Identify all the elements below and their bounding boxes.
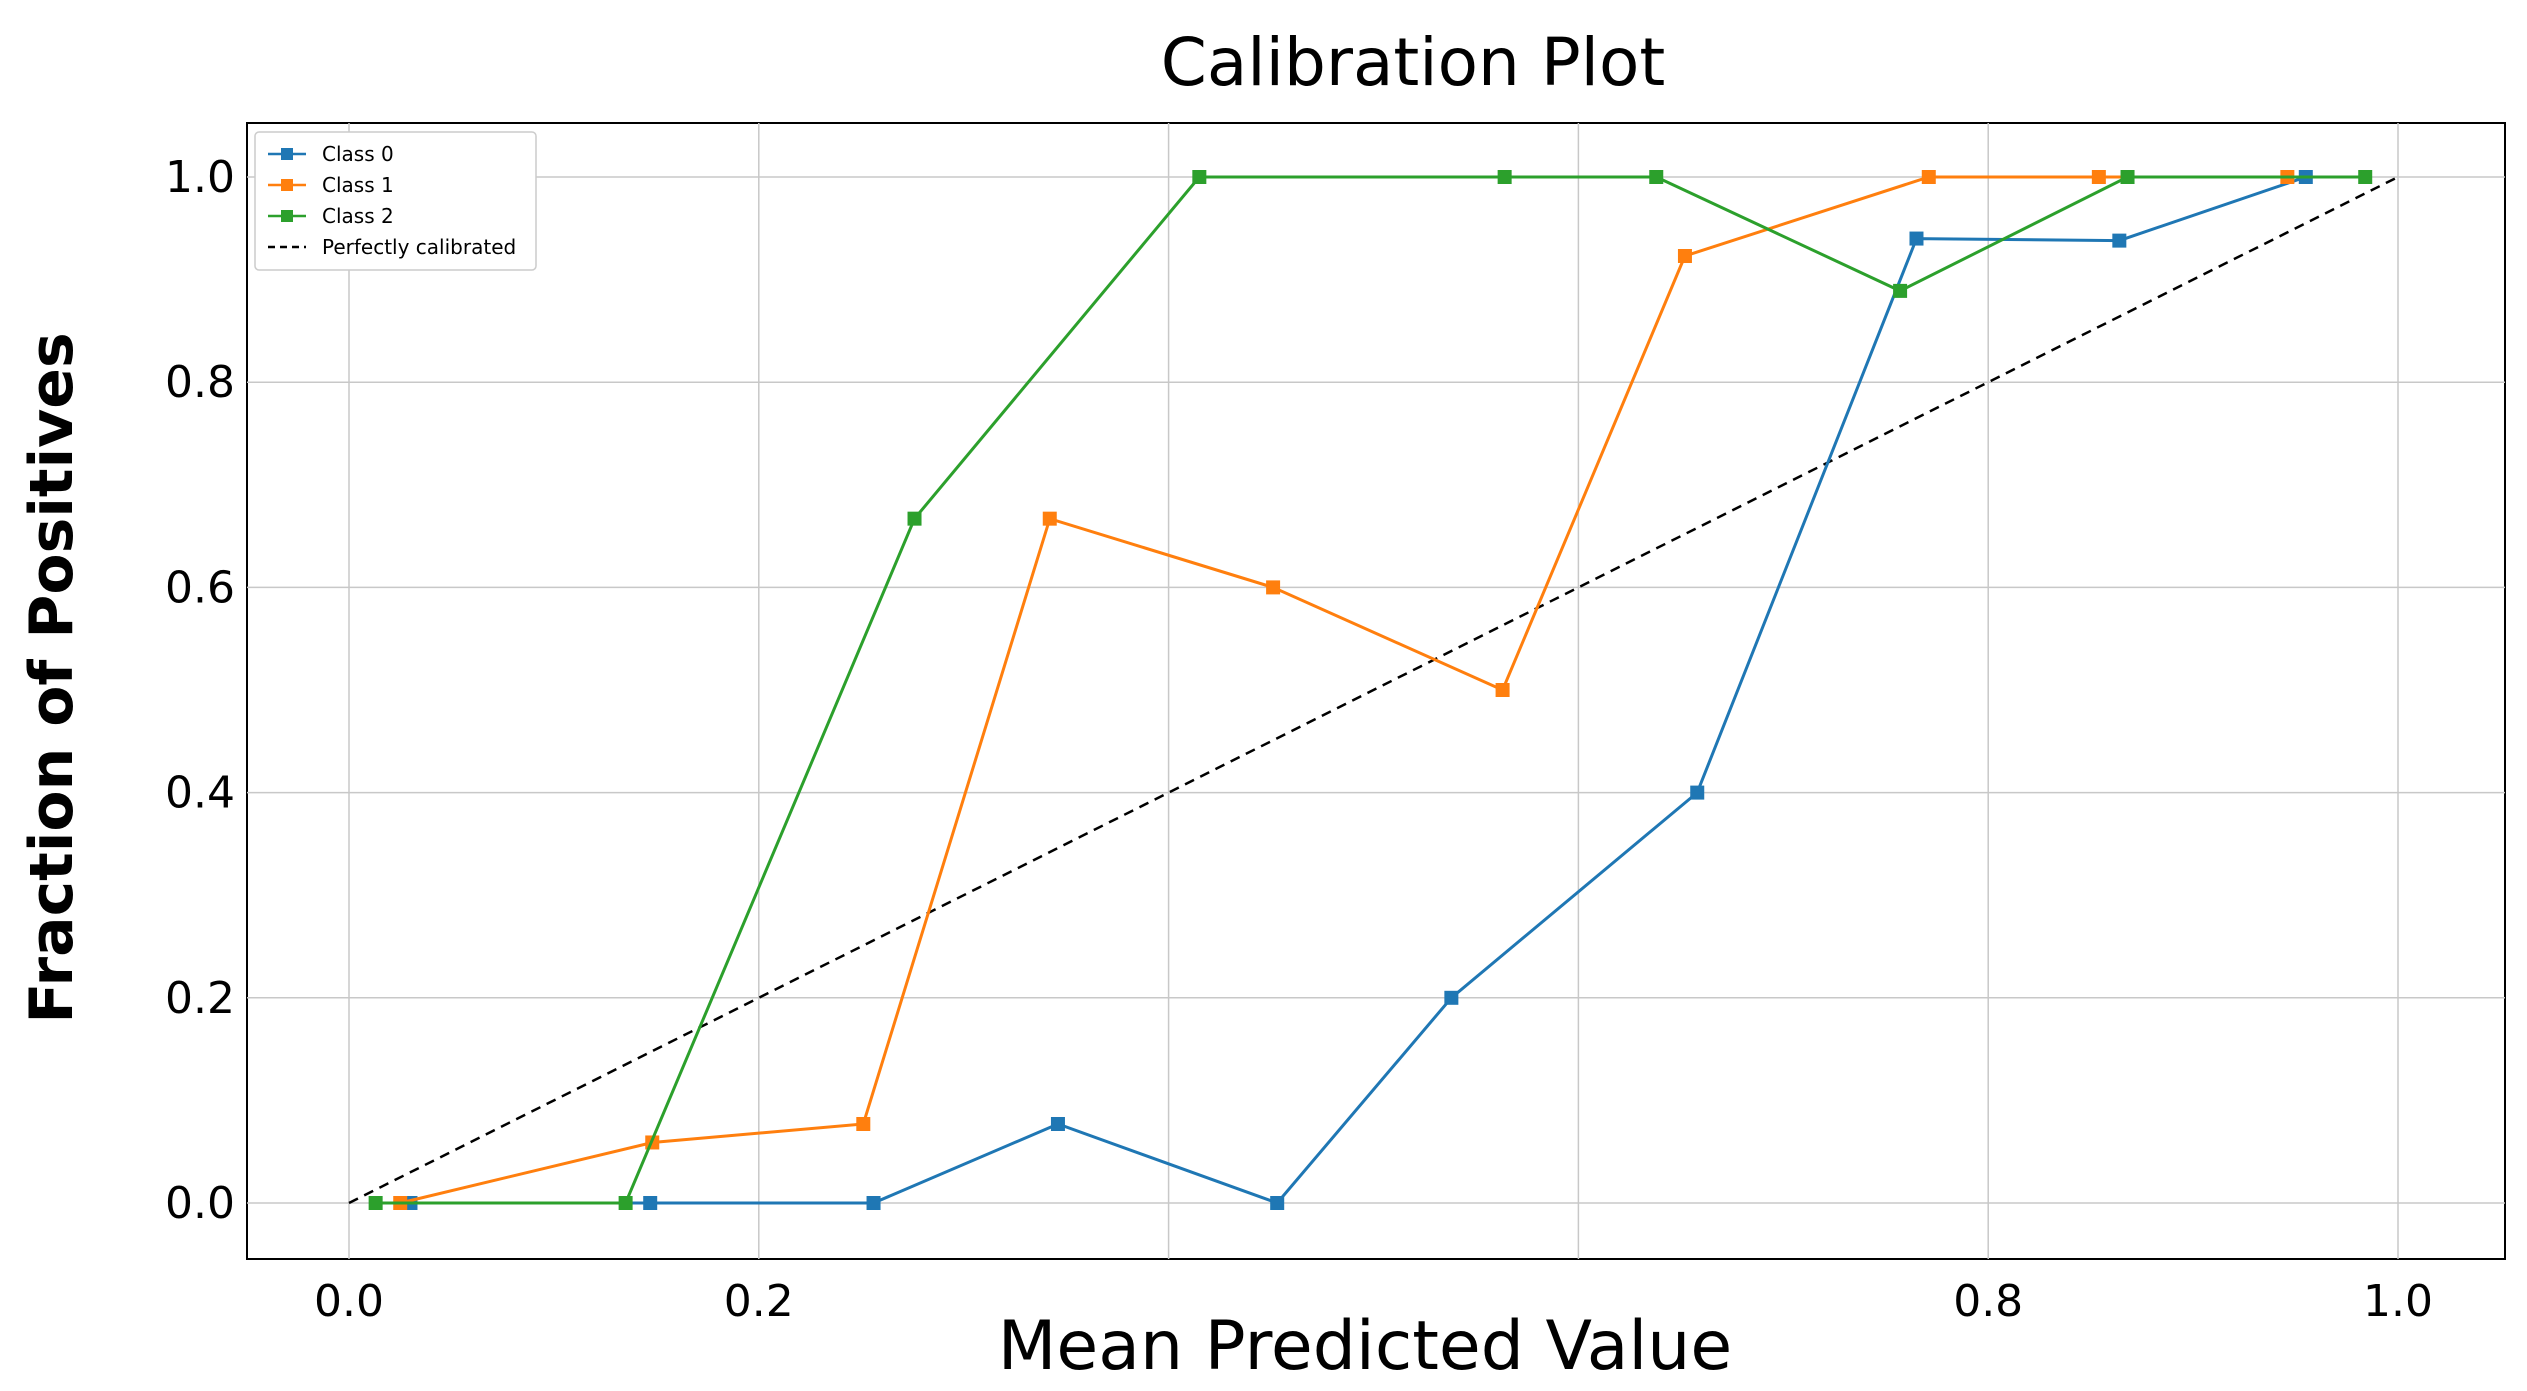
tick-label-layer: 0.0 0.2 0.8 1.0 0.0 0.2 0.4 0.6 0.8 1.0 <box>165 152 2433 1327</box>
data-point <box>1050 1116 1065 1131</box>
data-point <box>1042 511 1057 526</box>
data-point <box>1921 170 1936 184</box>
data-point <box>1677 249 1692 264</box>
x-axis-label: Mean Predicted Value <box>998 1307 1732 1386</box>
y-tick-label: 0.8 <box>165 357 235 408</box>
legend-label: Class 0 <box>322 142 394 166</box>
data-point <box>1497 170 1512 184</box>
data-point <box>643 1196 658 1210</box>
series-perfectly-calibrated <box>348 175 2399 1205</box>
legend-item: Class 1 <box>268 173 394 197</box>
data-point <box>2112 233 2127 248</box>
series-class-2 <box>368 170 2373 1210</box>
legend: Class 0 Class 1 Class 2 Perfectly calibrate… <box>254 131 537 271</box>
legend-box <box>254 131 537 271</box>
legend-item: Class 2 <box>268 204 394 228</box>
data-point <box>1649 170 1664 184</box>
x-tick-label: 1.0 <box>2363 1276 2433 1327</box>
plot-frame <box>246 122 2506 1260</box>
legend-swatch-marker <box>281 210 293 222</box>
data-point <box>1270 1196 1285 1210</box>
x-tick-label: 0.2 <box>724 1276 794 1327</box>
data-point <box>2120 170 2135 184</box>
data-point <box>1444 990 1459 1005</box>
series-line <box>348 175 2399 1205</box>
y-tick-label: 0.6 <box>165 562 235 613</box>
legend-swatch-marker <box>281 179 293 191</box>
y-tick-label: 0.4 <box>165 768 235 819</box>
legend-label: Perfectly calibrated <box>322 235 516 259</box>
y-tick-label: 0.2 <box>165 973 235 1024</box>
data-point <box>368 1196 383 1210</box>
series-class-1 <box>393 170 2295 1210</box>
data-point <box>2358 170 2373 184</box>
y-tick-label: 1.0 <box>165 152 235 203</box>
data-point <box>1266 580 1281 595</box>
series-line <box>399 175 2288 1205</box>
data-point <box>866 1196 881 1210</box>
data-point <box>1909 231 1924 246</box>
chart-title: Calibration Plot <box>1161 24 1665 101</box>
x-tick-label: 0.0 <box>314 1276 384 1327</box>
legend-swatch-marker <box>281 148 293 160</box>
data-point <box>907 511 922 526</box>
series-line <box>375 175 2366 1205</box>
series-layer <box>348 170 2399 1210</box>
y-tick-label: 0.0 <box>165 1178 235 1229</box>
legend-label: Class 1 <box>322 173 394 197</box>
series-class-0 <box>403 170 2313 1210</box>
legend-item: Class 0 <box>268 142 394 166</box>
x-tick-label: 0.8 <box>1953 1276 2023 1327</box>
data-point <box>1690 785 1705 800</box>
data-point <box>1192 170 1207 184</box>
data-point <box>2091 170 2106 184</box>
series-line <box>410 175 2307 1205</box>
legend-item: Perfectly calibrated <box>268 235 516 259</box>
data-point <box>618 1196 633 1210</box>
y-axis-label: Fraction of Positives <box>17 332 87 1023</box>
data-point <box>1495 683 1510 697</box>
data-point <box>856 1116 871 1131</box>
data-point <box>1893 283 1908 298</box>
legend-label: Class 2 <box>322 204 394 228</box>
